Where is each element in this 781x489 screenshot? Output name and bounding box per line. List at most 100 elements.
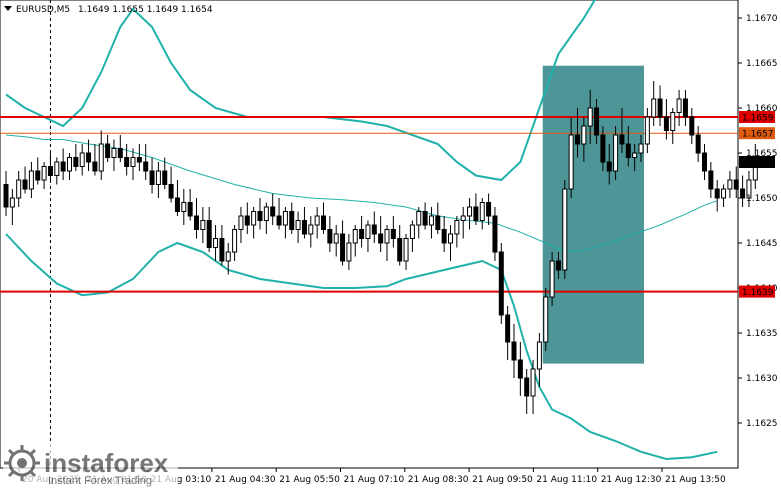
- candle: [73, 144, 79, 171]
- candle-body: [168, 184, 174, 199]
- candle-body: [740, 188, 746, 199]
- candle: [492, 207, 498, 261]
- candle: [721, 184, 727, 207]
- candle-body: [403, 238, 409, 262]
- candle-body: [409, 224, 415, 239]
- candle: [9, 189, 15, 225]
- candle-body: [251, 211, 257, 226]
- price-label-background: [739, 111, 775, 123]
- candle-body: [644, 116, 650, 145]
- logo-tagline: Instant Forex Trading: [48, 475, 152, 487]
- candle: [333, 225, 339, 257]
- candle-body: [473, 206, 479, 221]
- candle-body: [314, 215, 320, 226]
- candle-body: [454, 220, 460, 235]
- candle: [168, 166, 174, 203]
- candle: [35, 157, 41, 185]
- candle-body: [22, 179, 28, 190]
- candle-body: [321, 215, 326, 230]
- candle-body: [549, 260, 555, 298]
- candle: [244, 202, 250, 234]
- candle-body: [35, 170, 41, 181]
- candle: [16, 171, 22, 207]
- candle-body: [733, 179, 739, 190]
- price-label: 1.1654: [739, 156, 775, 169]
- candle: [54, 157, 60, 185]
- candle: [3, 171, 9, 216]
- candle-body: [219, 238, 225, 262]
- candle-body: [511, 341, 517, 361]
- y-tick-label: 1.1655: [746, 149, 778, 159]
- candle-body: [682, 98, 688, 118]
- candle: [384, 225, 390, 261]
- candle: [454, 216, 460, 248]
- candle-body: [460, 215, 466, 221]
- candle: [105, 135, 111, 162]
- candle-body: [162, 170, 168, 185]
- candle: [295, 211, 301, 243]
- candle: [365, 220, 371, 252]
- candle: [232, 225, 238, 261]
- candle: [536, 333, 542, 387]
- candle: [187, 189, 193, 221]
- candle: [200, 207, 206, 243]
- candle-body: [479, 202, 485, 221]
- candle-body: [270, 206, 276, 217]
- candle: [632, 144, 638, 171]
- candle: [346, 234, 352, 270]
- candle-body: [727, 179, 733, 190]
- candle-body: [194, 215, 199, 230]
- candle-body: [301, 220, 307, 235]
- candle: [219, 225, 225, 266]
- candle: [644, 108, 650, 153]
- candle-body: [632, 152, 638, 158]
- price-label-text: 1.1654: [742, 159, 774, 169]
- candle-body: [327, 229, 333, 244]
- symbol-label: EURUSD,M5: [16, 5, 70, 15]
- dropdown-triangle-icon[interactable]: [4, 6, 12, 11]
- x-tick-label: 21 Aug 08:30: [408, 475, 469, 485]
- candle: [98, 130, 104, 180]
- candle: [702, 144, 707, 180]
- candle-body: [73, 157, 79, 167]
- candle: [194, 198, 199, 239]
- price-labels: 1.1659 1.1657 1.1654 1.1639: [739, 111, 775, 298]
- candle-body: [3, 184, 9, 208]
- candle-body: [289, 211, 295, 230]
- y-tick-label: 1.1635: [746, 329, 778, 339]
- candle: [594, 99, 600, 144]
- candle: [708, 162, 714, 198]
- candle-body: [721, 188, 727, 199]
- ohlc-readout: 1.1649 1.1655 1.1649 1.1654: [78, 5, 213, 15]
- candle-body: [467, 206, 473, 217]
- candle-body: [282, 211, 288, 226]
- candle-body: [86, 152, 92, 163]
- candle-body: [308, 224, 314, 235]
- candle-body: [428, 215, 434, 226]
- candle-body: [606, 161, 612, 172]
- candle: [238, 207, 244, 243]
- candle: [390, 216, 396, 248]
- bollinger-lower-line: [5, 233, 718, 461]
- candle-body: [448, 233, 453, 244]
- chart-header: EURUSD,M5 1.1649 1.1655 1.1649 1.1654: [4, 5, 213, 15]
- candle-body: [295, 220, 301, 230]
- candle-body: [613, 134, 619, 172]
- candle-body: [60, 161, 66, 172]
- candle-body: [105, 143, 111, 158]
- candle: [555, 252, 561, 279]
- candle: [746, 171, 752, 207]
- candle-body: [555, 260, 561, 271]
- candle: [625, 126, 631, 167]
- price-label-text: 1.1659: [742, 114, 774, 124]
- candle: [581, 117, 587, 162]
- candle: [124, 144, 130, 176]
- candle-body: [130, 157, 136, 167]
- candle-body: [575, 134, 580, 145]
- candle-body: [676, 98, 682, 113]
- candle-body: [498, 251, 504, 316]
- candle-body: [174, 197, 180, 212]
- candle: [530, 360, 536, 414]
- candle: [276, 198, 282, 230]
- candle-body: [714, 188, 720, 199]
